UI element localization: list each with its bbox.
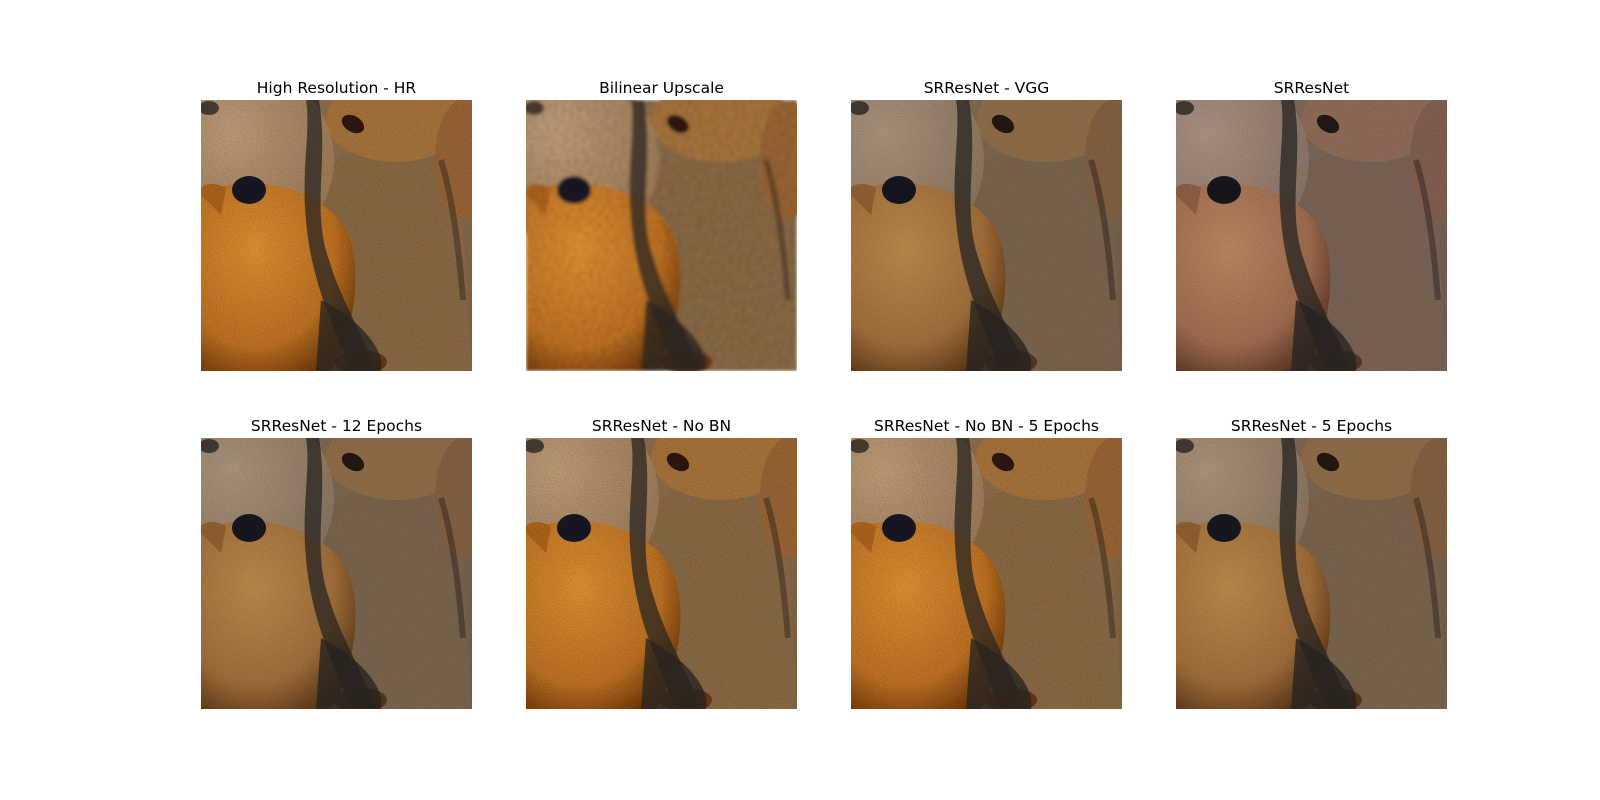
teddy-bear-image: [526, 100, 797, 371]
panel-title: High Resolution - HR: [256, 79, 417, 97]
panel-title: Bilinear Upscale: [599, 79, 724, 97]
panel-title: SRResNet - 5 Epochs: [1230, 417, 1393, 435]
teddy-bear-image: [526, 438, 797, 709]
panel-title: SRResNet - 12 Epochs: [250, 417, 423, 435]
panel-title: SRResNet - VGG: [923, 79, 1050, 97]
panel-title: SRResNet - No BN: [591, 417, 732, 435]
teddy-bear-image: [851, 438, 1122, 709]
teddy-bear-image: [1176, 438, 1447, 709]
teddy-bear-image: [851, 100, 1122, 371]
teddy-bear-image: [201, 100, 472, 371]
panel-title: SRResNet - No BN - 5 Epochs: [874, 417, 1099, 435]
teddy-bear-image: [201, 438, 472, 709]
teddy-bear-image: [1176, 100, 1447, 371]
panel-title: SRResNet: [1273, 79, 1350, 97]
